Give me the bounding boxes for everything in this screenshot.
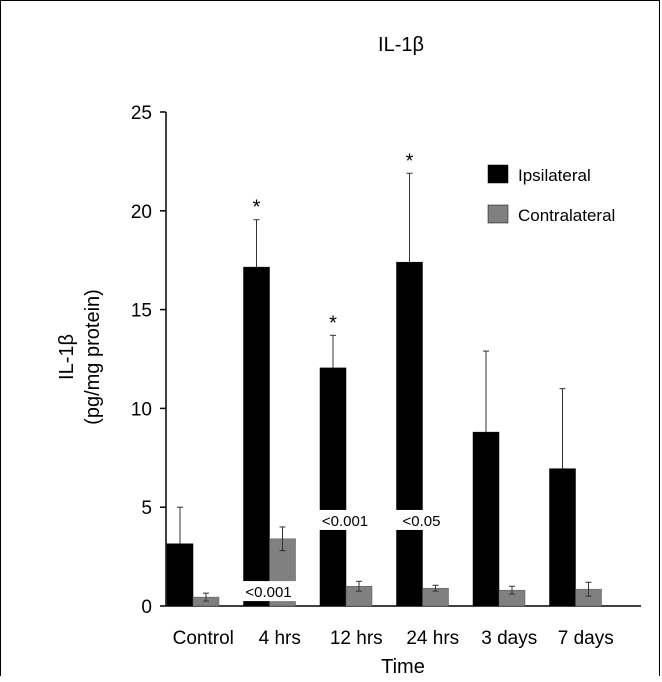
significance-marker: * [253,197,261,219]
p-value-label: <0.001 [245,584,291,601]
y-tick-label: 0 [141,597,152,618]
x-tick-label: Control [173,628,234,649]
p-value-label: <0.05 [403,513,441,530]
x-axis-label: Time [381,656,425,677]
y-tick-label: 10 [131,399,152,420]
bar-ipsilateral [396,261,423,607]
p-value-box [317,509,373,530]
legend-swatch-contralateral [487,204,509,224]
significance-marker: * [406,150,414,172]
bar-ipsilateral [319,367,347,607]
chart-title: IL-1β [378,34,424,56]
y-tick-label: 5 [141,498,152,519]
bar-ipsilateral [166,543,194,607]
legend-swatch-ipsilateral [487,164,509,184]
legend-label-ipsilateral: Ipsilateral [518,166,591,185]
y-tick-label: 15 [131,301,152,322]
x-tick-label: 7 days [558,628,614,649]
x-tick-label: 4 hrs [259,628,301,649]
p-value-box [240,581,297,602]
significance-marker: * [329,312,337,334]
y-axis-label-line2: (pg/mg protein) [82,289,104,425]
legend-label-contralateral: Contralateral [518,206,615,225]
y-axis-label-line1: IL-1β [56,334,78,380]
plot-area: 0 5 10 15 20 25 Control 4 hrs 12 hrs 24 hrs 3 days… [131,103,641,649]
y-axis-label: IL-1β (pg/mg protein) [56,289,104,425]
bar-ipsilateral [472,431,500,607]
p-value-label: <0.001 [322,513,368,530]
legend: Ipsilateral Contralateral [487,164,615,225]
x-tick-label: 12 hrs [330,628,383,649]
bar-ipsilateral [549,468,576,607]
bar-ipsilateral [243,266,270,607]
y-tick-label: 25 [131,103,152,124]
y-tick-label: 20 [131,202,152,223]
p-value-box [393,509,450,530]
x-tick-label: 3 days [481,628,537,649]
x-tick-label: 24 hrs [406,628,459,649]
